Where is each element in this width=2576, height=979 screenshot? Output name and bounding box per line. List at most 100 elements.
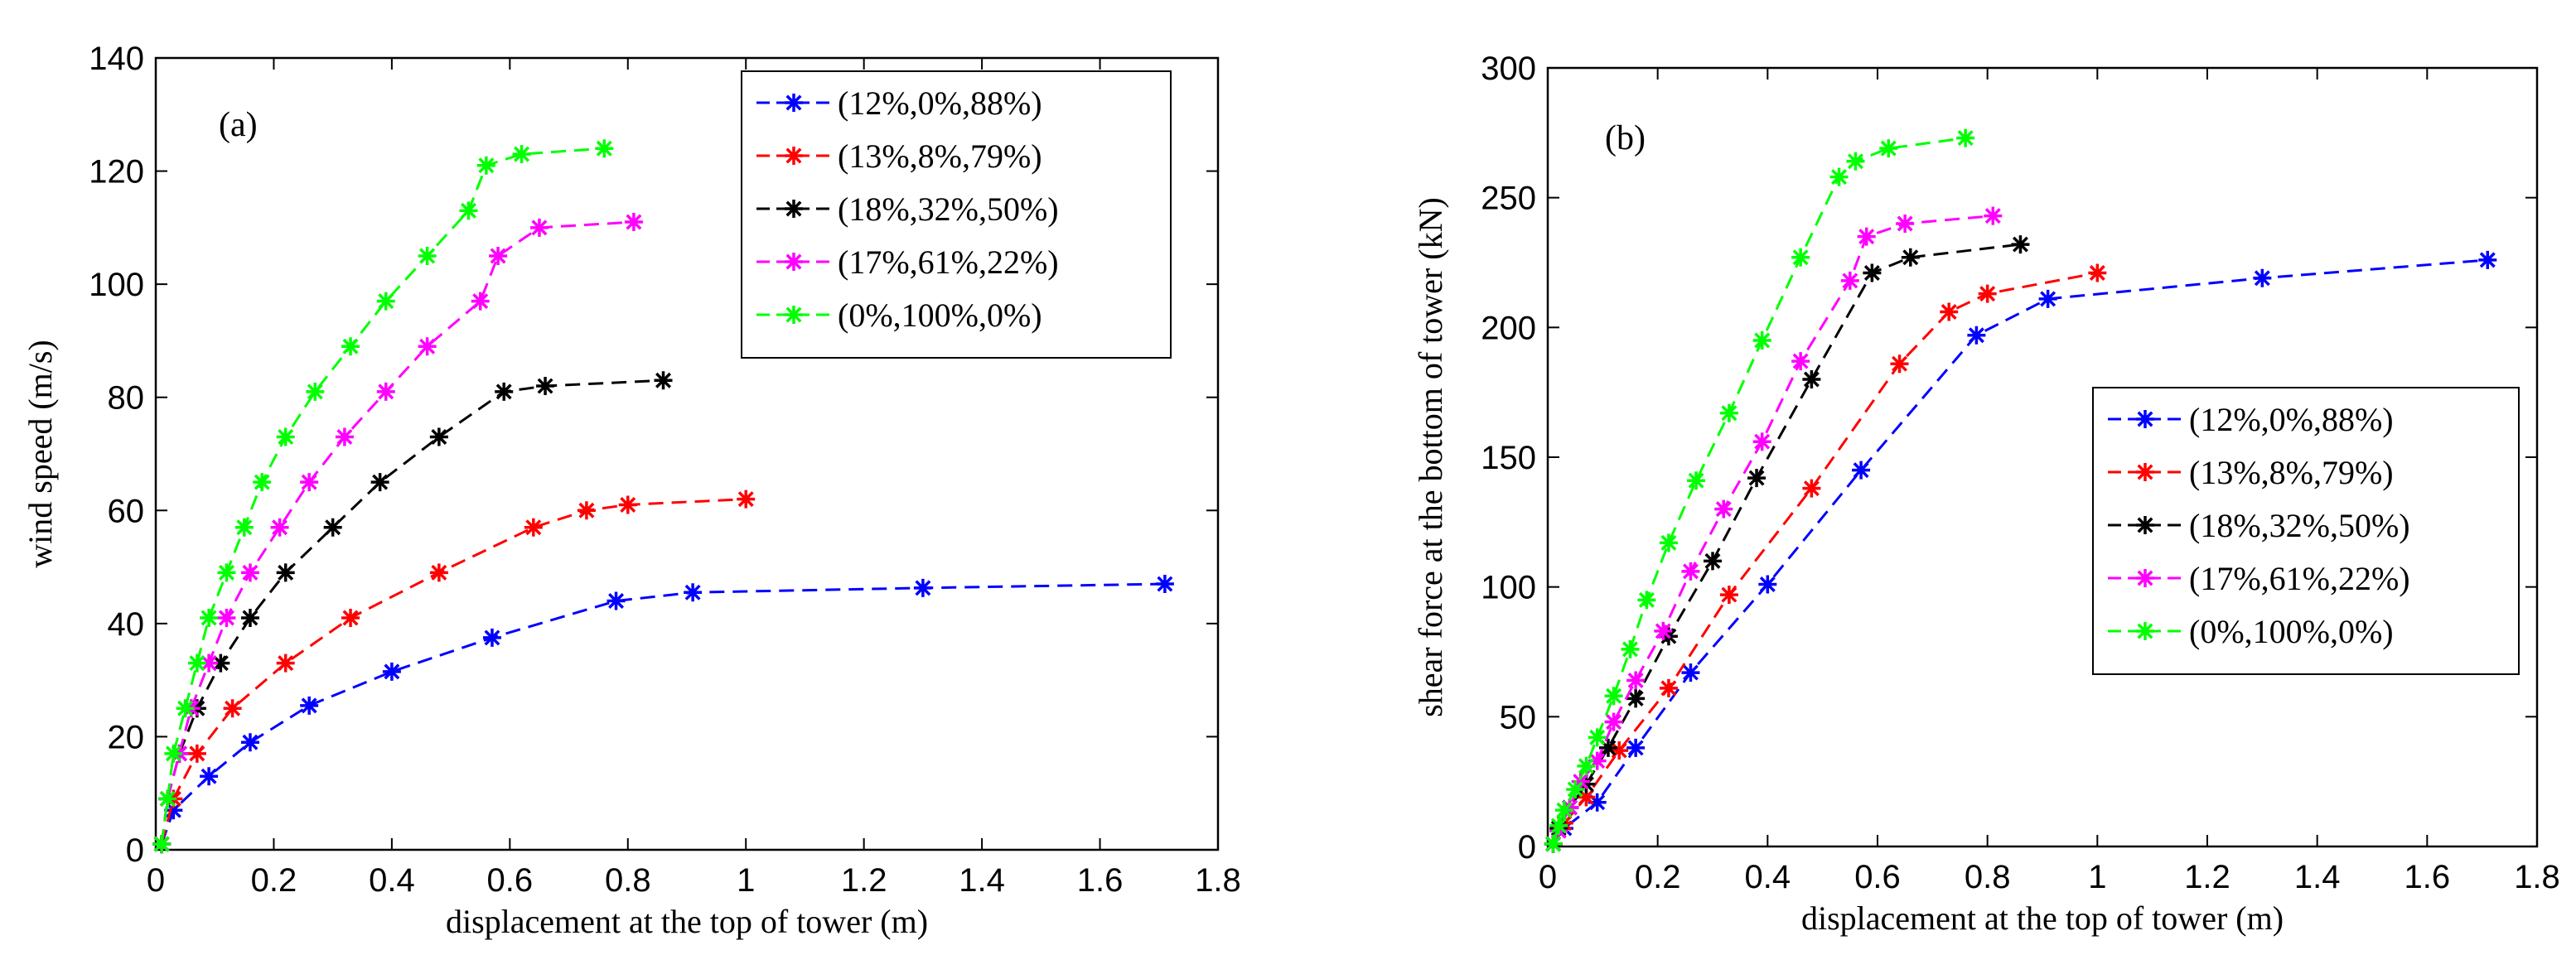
data-point — [1654, 621, 1673, 640]
data-point — [536, 377, 555, 396]
legend-label: (18%,32%,50%) — [2189, 507, 2410, 544]
x-tick-label: 0.8 — [605, 862, 651, 899]
legend-marker — [2136, 622, 2154, 640]
legend-marker — [785, 253, 803, 271]
x-tick-label: 0.4 — [1745, 859, 1791, 895]
data-point — [276, 427, 295, 446]
x-tick-label: 1.8 — [2514, 859, 2560, 895]
series-line — [160, 582, 1165, 845]
data-point — [187, 653, 206, 673]
data-point — [335, 427, 354, 446]
data-point — [1560, 798, 1579, 817]
legend-label: (13%,8%,79%) — [838, 137, 1042, 175]
data-point — [1956, 128, 1975, 147]
data-point — [1802, 479, 1821, 498]
x-tick-label: 0 — [147, 862, 165, 899]
chart-panel-b: 0 0.2 0.4 0.6 0.8 1 1.2 1.4 1.6 1.8 0 50 100 150 200 25… — [1412, 51, 2560, 937]
data-point — [1659, 678, 1678, 697]
series-4 — [152, 139, 614, 854]
data-point — [2038, 289, 2057, 308]
x-tick-label: 1.6 — [1077, 862, 1124, 899]
data-point — [1752, 432, 1771, 451]
data-point — [1714, 499, 1733, 518]
x-tick-label: 0.2 — [251, 862, 297, 899]
data-point — [418, 247, 437, 265]
data-point — [240, 733, 259, 752]
data-point — [217, 563, 236, 582]
data-point — [1802, 370, 1821, 388]
data-point — [1577, 756, 1596, 775]
x-tick-label: 1 — [2088, 859, 2106, 895]
data-point — [476, 156, 495, 175]
legend-marker — [2136, 516, 2154, 534]
data-point — [200, 767, 219, 786]
data-point — [459, 201, 478, 220]
legend-label: (12%,0%,88%) — [838, 84, 1042, 122]
data-point — [1967, 326, 1986, 345]
data-point — [418, 337, 437, 356]
data-point — [1791, 352, 1810, 371]
data-point — [370, 473, 389, 492]
data-point — [1901, 248, 1920, 267]
data-point — [512, 145, 531, 164]
data-point — [1846, 152, 1865, 171]
data-point — [1719, 586, 1738, 605]
data-point — [1896, 215, 1915, 233]
data-point — [1704, 552, 1722, 571]
legend-label: (12%,0%,88%) — [2189, 401, 2394, 438]
x-tick-label: 0.6 — [487, 862, 534, 899]
x-tick-label: 1.8 — [1195, 862, 1241, 899]
data-point — [240, 563, 259, 582]
data-point — [1554, 801, 1573, 820]
data-point — [300, 473, 319, 492]
data-point — [1659, 533, 1678, 552]
data-point — [200, 653, 219, 673]
data-point — [2011, 235, 2030, 254]
data-point — [524, 518, 543, 537]
y-tick-label: 300 — [1481, 51, 1536, 87]
data-point — [341, 609, 360, 628]
data-point — [1598, 738, 1617, 757]
y-tick-label: 200 — [1481, 310, 1536, 346]
legend: (12%,0%,88%) (13%,8%,79%) (18%,32%,50%) (17… — [2092, 387, 2520, 675]
data-point — [684, 583, 703, 602]
legend-marker — [785, 200, 803, 218]
legend: (12%,0%,88%) (13%,8%,79%) (18%,32%,50%) (17… — [741, 70, 1172, 359]
legend-marker — [785, 94, 803, 112]
data-point — [2253, 268, 2272, 287]
data-point — [595, 139, 614, 158]
data-point — [1747, 469, 1766, 488]
data-point — [1566, 780, 1585, 799]
data-point — [276, 563, 295, 582]
series-4 — [1544, 128, 1975, 853]
data-point — [482, 628, 501, 647]
data-point — [1637, 591, 1656, 610]
data-point — [737, 490, 756, 509]
data-point — [1588, 728, 1607, 747]
data-point — [1829, 167, 1849, 186]
data-point — [382, 662, 401, 681]
legend-marker — [2136, 569, 2154, 587]
data-point — [376, 292, 395, 311]
data-point — [1577, 774, 1596, 793]
data-point — [1687, 471, 1706, 490]
x-tick-label: 1.2 — [841, 862, 887, 899]
data-point — [429, 563, 448, 582]
x-tick-label: 1.4 — [2294, 859, 2341, 895]
y-tick-label: 0 — [126, 832, 144, 869]
data-point — [1626, 671, 1646, 690]
data-point — [1610, 741, 1629, 760]
panel-label: (b) — [1605, 119, 1646, 157]
data-point — [376, 382, 395, 401]
y-axis-label: wind speed (m/s) — [22, 340, 59, 568]
data-point — [2088, 263, 2107, 282]
data-point — [577, 501, 596, 520]
data-point — [1549, 816, 1568, 835]
data-point — [1604, 687, 1623, 706]
y-tick-label: 150 — [1481, 440, 1536, 476]
data-point — [164, 744, 183, 763]
data-point — [1621, 639, 1640, 658]
data-point — [1604, 712, 1623, 731]
data-point — [1940, 302, 1959, 321]
